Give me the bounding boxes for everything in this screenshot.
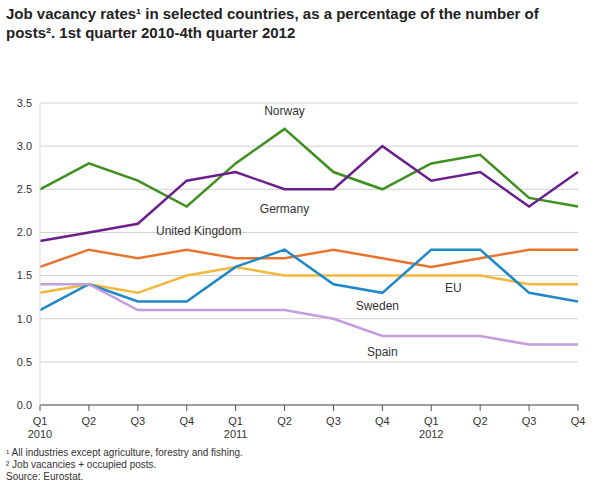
svg-text:1.5: 1.5 bbox=[17, 269, 32, 281]
svg-text:Q1: Q1 bbox=[424, 415, 439, 427]
svg-text:2011: 2011 bbox=[224, 428, 248, 440]
svg-text:3.0: 3.0 bbox=[17, 140, 32, 152]
svg-text:Q2: Q2 bbox=[277, 415, 292, 427]
svg-text:2012: 2012 bbox=[419, 428, 443, 440]
svg-text:Q1: Q1 bbox=[33, 415, 48, 427]
svg-text:Norway: Norway bbox=[264, 104, 305, 118]
svg-text:Q2: Q2 bbox=[473, 415, 488, 427]
svg-text:3.5: 3.5 bbox=[17, 97, 32, 109]
svg-text:EU: EU bbox=[445, 281, 462, 295]
svg-text:Q4: Q4 bbox=[179, 415, 194, 427]
svg-text:Germany: Germany bbox=[260, 202, 309, 216]
svg-text:Q2: Q2 bbox=[82, 415, 97, 427]
html-text:Job vacancy rates¹ in selected: Job vacancy rates¹ in selected countries… bbox=[6, 5, 539, 41]
svg-text:Spain: Spain bbox=[367, 345, 398, 359]
svg-text:Sweden: Sweden bbox=[356, 299, 399, 313]
svg-text:Q4: Q4 bbox=[571, 415, 586, 427]
svg-text:2.5: 2.5 bbox=[17, 183, 32, 195]
html-text:² Job vacancies + occupied pos: ² Job vacancies + occupied posts. bbox=[6, 459, 157, 470]
svg-text:Q1: Q1 bbox=[228, 415, 243, 427]
html-text:¹ All industries except agricu: ¹ All industries except agriculture, for… bbox=[6, 447, 243, 458]
svg-text:Q4: Q4 bbox=[375, 415, 390, 427]
html-text:Source: Eurostat.: Source: Eurostat. bbox=[6, 471, 84, 482]
svg-text:2.0: 2.0 bbox=[17, 226, 32, 238]
svg-text:0.5: 0.5 bbox=[17, 356, 32, 368]
svg-text:1.0: 1.0 bbox=[17, 313, 32, 325]
svg-text:Q3: Q3 bbox=[522, 415, 537, 427]
svg-text:United Kingdom: United Kingdom bbox=[156, 224, 241, 238]
svg-text:Q3: Q3 bbox=[130, 415, 145, 427]
svg-text:Q3: Q3 bbox=[326, 415, 341, 427]
svg-text:0.0: 0.0 bbox=[17, 399, 32, 411]
svg-text:2010: 2010 bbox=[28, 428, 52, 440]
